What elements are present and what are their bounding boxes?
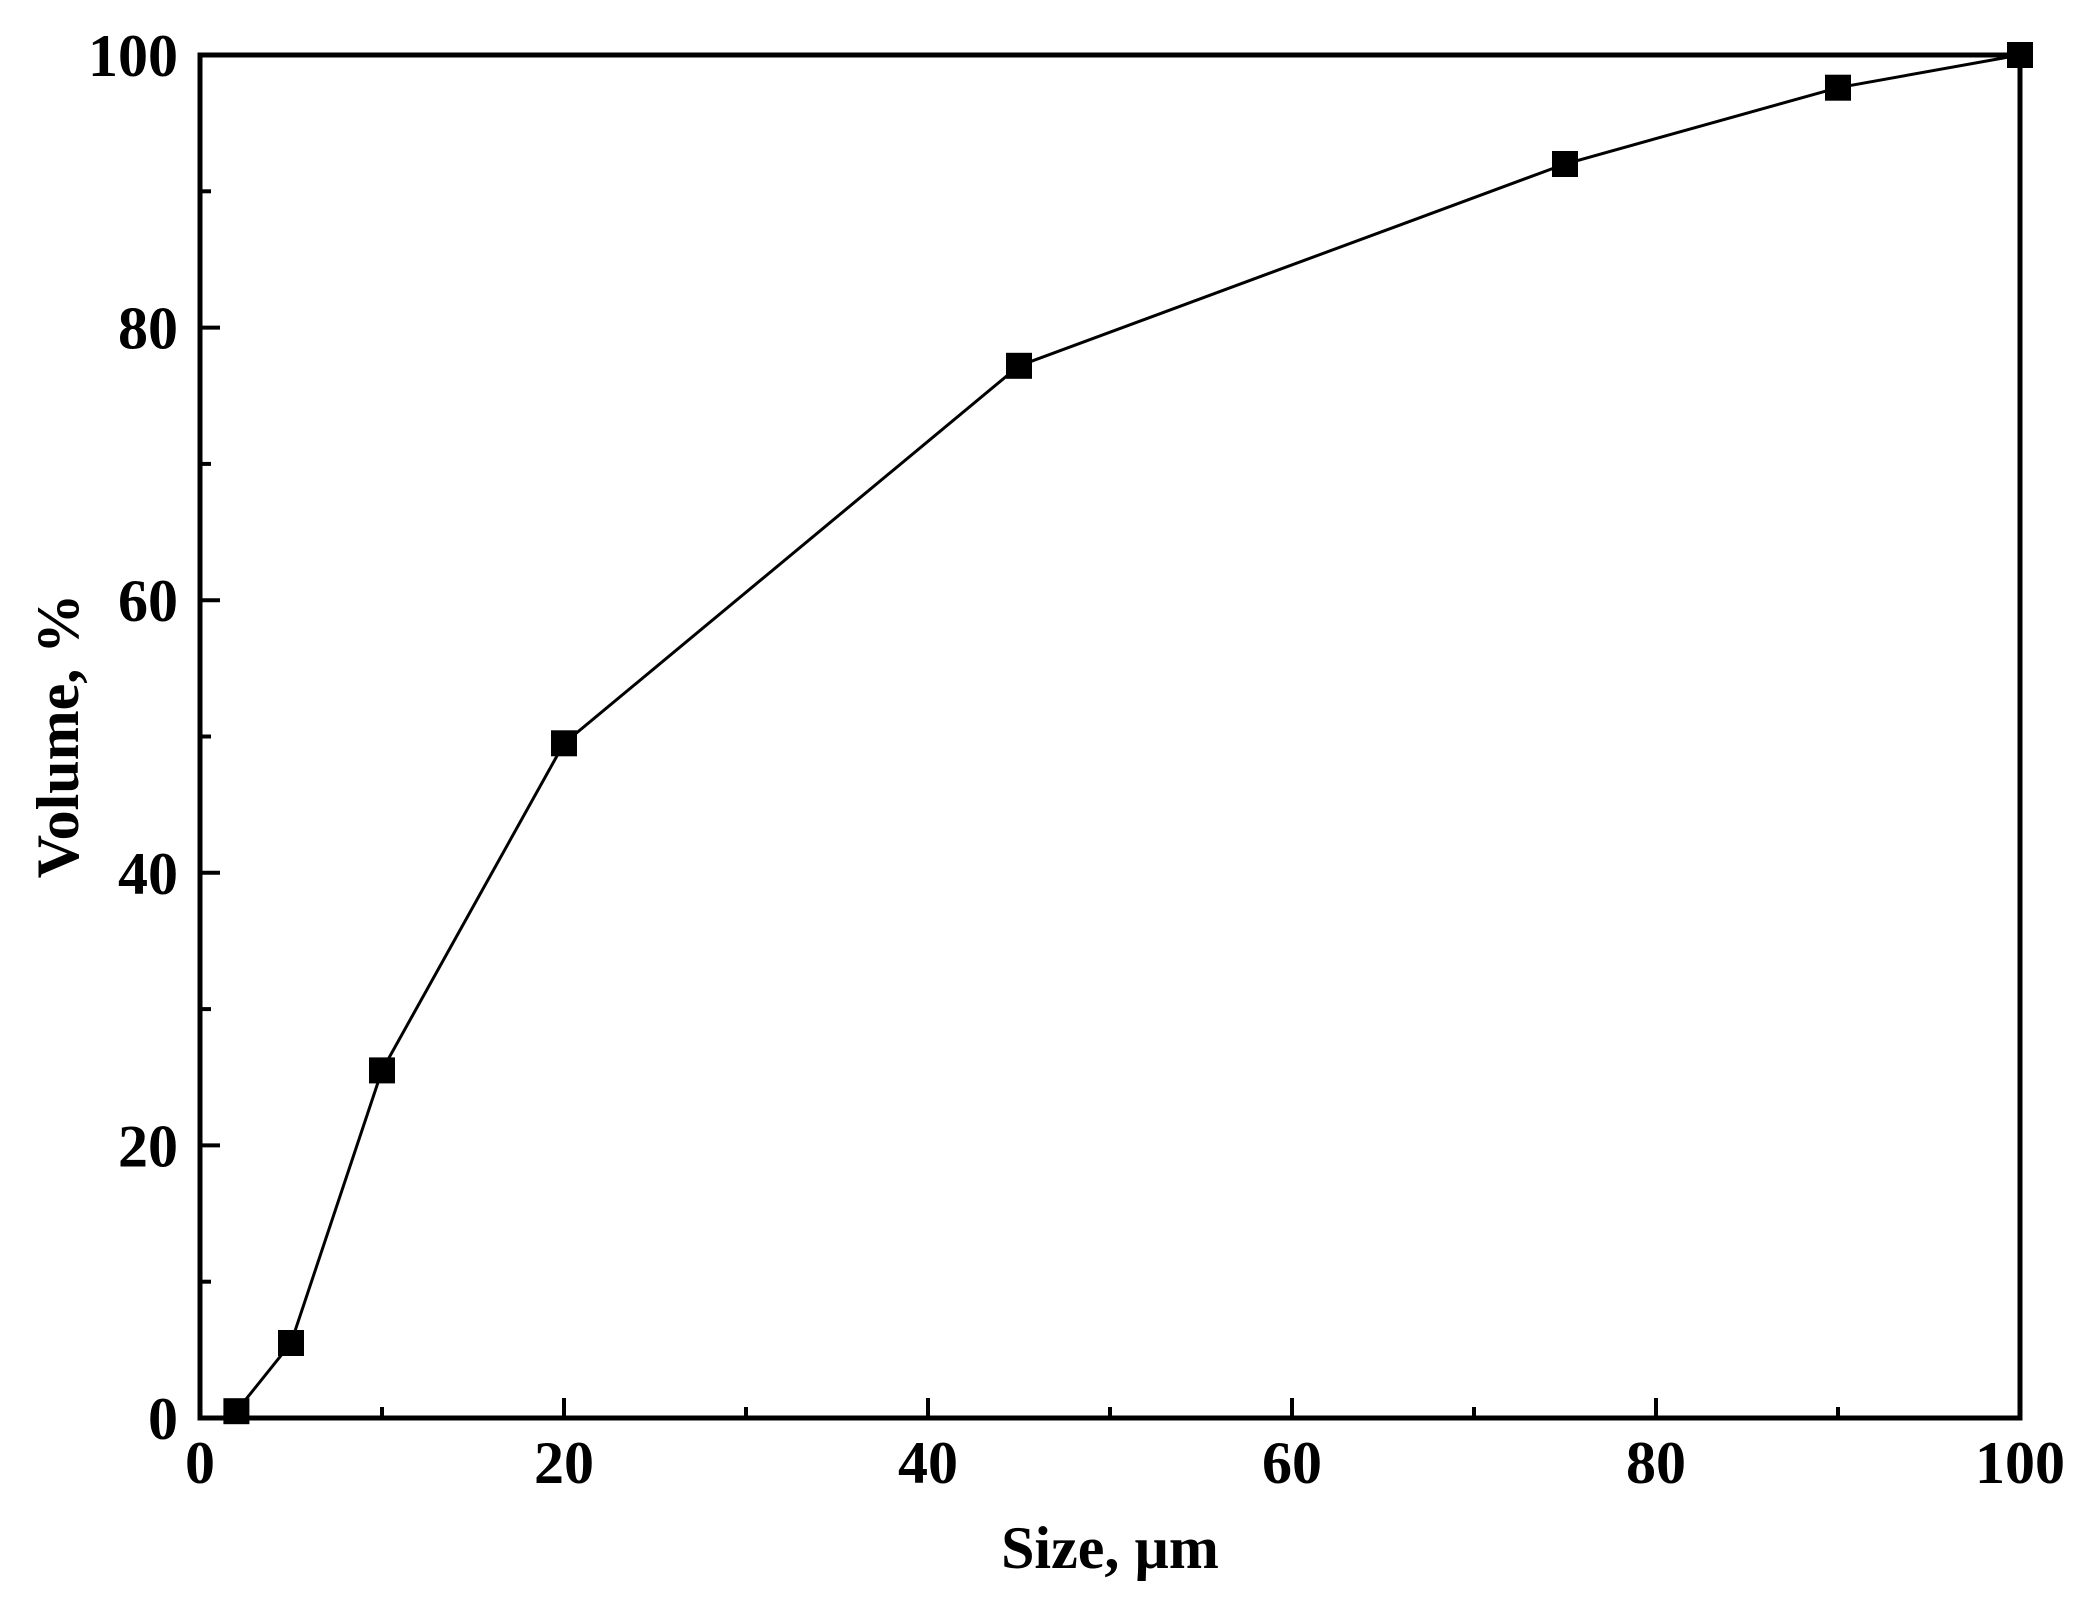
data-point-marker: [369, 1057, 395, 1084]
x-tick-label: 60: [1262, 1430, 1322, 1496]
data-point-marker: [1552, 151, 1578, 177]
y-tick-label: 100: [88, 23, 178, 89]
x-tick-label: 20: [534, 1430, 594, 1496]
y-axis-title: Volume, %: [25, 594, 91, 878]
y-tick-label: 60: [118, 568, 178, 634]
data-point-marker: [278, 1330, 304, 1356]
data-point-marker: [551, 730, 577, 757]
x-tick-label: 40: [898, 1430, 958, 1496]
y-tick-label: 80: [118, 296, 178, 362]
series-line: [235, 53, 2021, 1413]
data-point-marker: [1825, 74, 1851, 101]
x-tick-label: 100: [1975, 1430, 2065, 1496]
y-tick-label: 0: [148, 1386, 178, 1452]
y-tick-label: 20: [118, 1113, 178, 1179]
axis-tick-labels: 0 20 40 60 80 100 0 20 40 60 80 100: [88, 23, 2065, 1496]
data-point-marker: [1006, 352, 1032, 379]
plot-frame: [197, 52, 2023, 1421]
x-tick-label: 0: [185, 1430, 215, 1496]
series-layer: [223, 42, 2033, 1425]
x-axis-title: Size, µm: [1001, 1515, 1219, 1581]
y-tick-label: 40: [118, 841, 178, 907]
x-tick-label: 80: [1626, 1430, 1686, 1496]
